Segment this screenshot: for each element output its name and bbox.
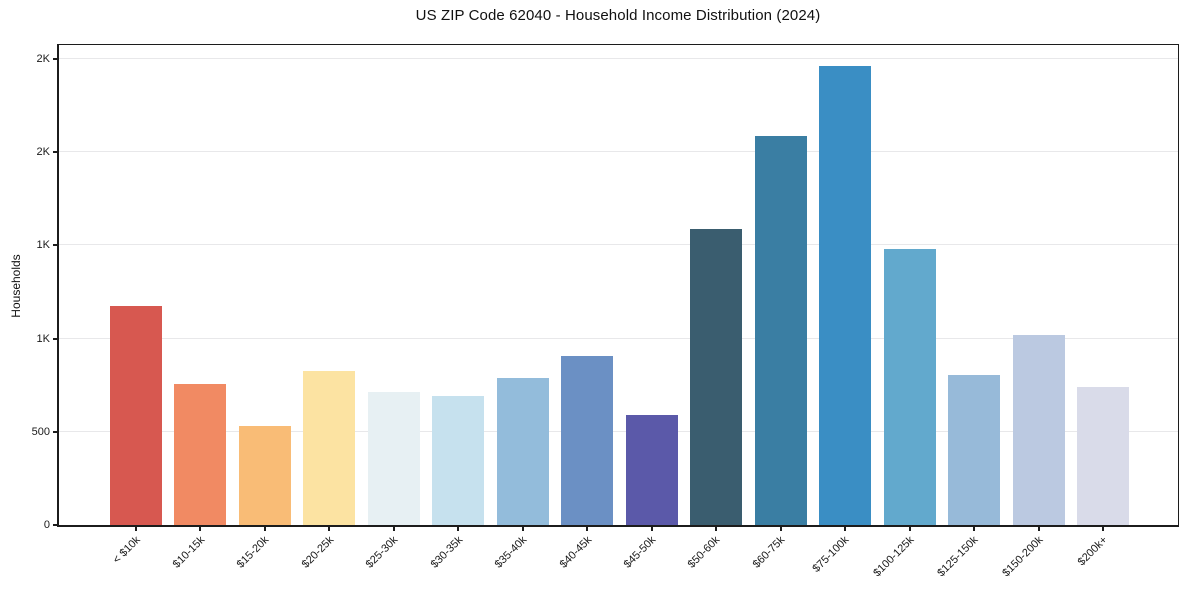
plot-area: 0 500 1K 1K 2K 2K < $10k $10-15k $15-20k $20-25k… (32, 44, 1179, 579)
x-tick-mark-50-60k (715, 525, 718, 531)
x-tick-label-text: $10-15k (170, 534, 207, 571)
y-axis-title: Households (9, 254, 23, 318)
y-tick-mark-500 (53, 430, 59, 433)
y-tick-label-1500: 1K (36, 239, 50, 252)
chart-title: US ZIP Code 62040 - Household Income Dis… (415, 7, 821, 24)
bar-100-125k (883, 249, 936, 525)
gridline-500 (59, 430, 1178, 432)
bar-150-200k (1012, 334, 1065, 525)
x-tick-label-text: $50-60k (686, 534, 723, 571)
x-tick-mark-125-150k (973, 525, 976, 531)
x-tick-mark-35-40k (521, 525, 524, 531)
bar-20-25k (303, 371, 356, 525)
x-tick-label-text: $75-100k (810, 534, 852, 575)
y-tick-mark-2500 (53, 58, 59, 60)
x-tick-mark-25-30k (392, 525, 395, 531)
x-tick-mark-100-125k (908, 525, 911, 531)
y-tick-mark-1500 (53, 244, 59, 247)
x-tick-label-text: $40-45k (557, 534, 594, 571)
x-tick-mark-75-100k (844, 525, 847, 531)
y-tick-label-2000: 2K (36, 146, 50, 159)
bar-35-40k (496, 377, 549, 525)
bar-60-75k (754, 136, 807, 525)
x-tick-mark-60-75k (779, 525, 782, 531)
y-tick-label-500: 500 (31, 425, 50, 438)
gridline-2500 (59, 58, 1178, 59)
x-tick-label-text: $150-200k (999, 534, 1046, 580)
x-tick-mark-200k (1102, 525, 1105, 531)
x-tick-mark-10-15k (199, 525, 202, 531)
x-tick-mark-30-35k (457, 525, 460, 531)
gridline-1500 (59, 244, 1178, 246)
x-tick-label-text: $15-20k (234, 534, 272, 571)
bar-10k (110, 305, 162, 525)
x-tick-mark-20-25k (328, 525, 331, 531)
bar-25-30k (367, 391, 420, 525)
x-tick-mark-40-45k (586, 525, 589, 531)
bar-40-45k (561, 356, 614, 525)
y-tick-label-0: 0 (43, 519, 50, 531)
x-tick-label-text: $60-75k (750, 534, 788, 571)
bar-15-20k (238, 426, 291, 525)
bar-45-50k (625, 415, 678, 525)
x-tick-mark-10k (135, 525, 137, 531)
x-tick-mark-45-50k (650, 525, 653, 531)
y-tick-mark-2000 (53, 151, 59, 154)
x-tick-mark-150-200k (1037, 525, 1040, 531)
x-tick-label-text: $20-25k (299, 534, 336, 571)
x-tick-label-text: $35-40k (492, 534, 530, 571)
bar-30-35k (432, 396, 485, 525)
x-tick-label-text: $100-125k (870, 534, 917, 580)
y-tick-label-1000: 1K (36, 332, 50, 345)
bar-75-100k (819, 65, 872, 525)
x-tick-mark-15-20k (263, 525, 266, 531)
x-tick-label-text: < $10k (110, 534, 143, 567)
bar-200k (1077, 387, 1130, 525)
gridline-1000 (59, 337, 1178, 339)
y-tick-mark-1000 (53, 337, 59, 340)
x-tick-label-text: $125-150k (935, 534, 981, 580)
x-tick-label-text: $45-50k (621, 534, 659, 571)
y-tick-mark-0 (53, 524, 59, 526)
bar-10-15k (174, 384, 227, 525)
x-tick-label-text: $25-30k (363, 534, 401, 571)
bar-50-60k (690, 228, 743, 525)
bar-125-150k (948, 374, 1001, 525)
x-tick-label-text: $30-35k (428, 534, 465, 571)
gridline-2000 (59, 151, 1178, 153)
y-tick-label-2500: 2K (36, 53, 50, 65)
x-tick-label-text: $200k+ (1075, 534, 1110, 569)
